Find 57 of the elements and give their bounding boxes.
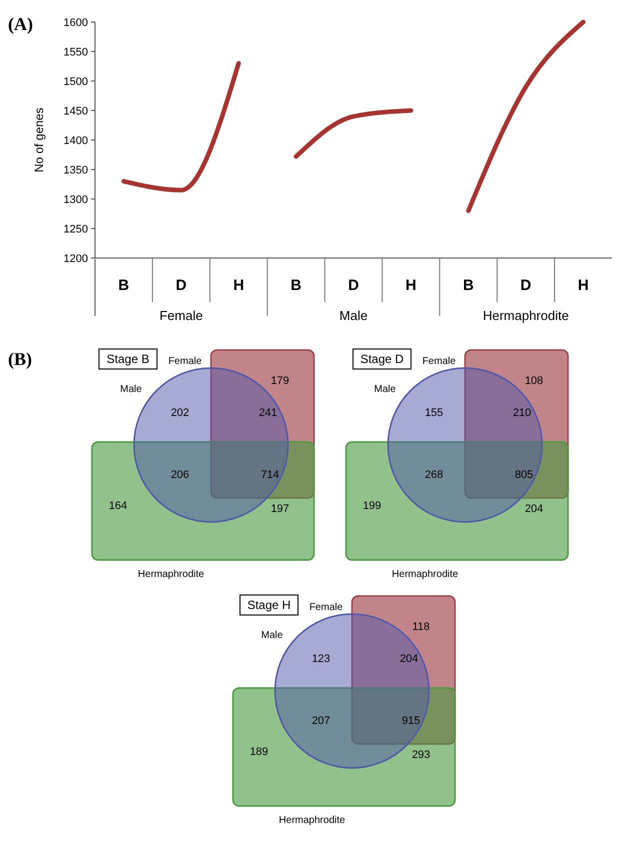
text: 915 (402, 714, 420, 727)
text: Female (309, 602, 344, 613)
text: 293 (412, 748, 430, 761)
text: 108 (524, 374, 544, 387)
x-tick-label: B (118, 277, 130, 294)
text: Stage B (106, 352, 150, 366)
x-tick-label: D (176, 277, 187, 294)
text: 189 (250, 746, 268, 758)
x-tick-label: H (578, 277, 589, 294)
x-tick-label: B (290, 277, 302, 294)
text: Male (374, 384, 396, 395)
text: Female (422, 356, 456, 367)
x-tick-label: D (520, 277, 532, 294)
text: 206 (170, 468, 190, 481)
text: Hermaphrodite (278, 815, 346, 826)
text: 241 (258, 406, 278, 419)
text: 714 (260, 468, 280, 481)
text: 197 (270, 502, 290, 515)
text: 805 (514, 468, 534, 481)
y-tick-label: 1200 (64, 252, 88, 265)
text: 155 (424, 406, 444, 419)
text: 118 (412, 620, 430, 633)
text: Male (120, 384, 142, 395)
y-axis-title: No of genes (32, 108, 46, 172)
text: 204 (524, 502, 544, 515)
text: 199 (362, 500, 382, 512)
text: 204 (400, 652, 418, 665)
text: Male (261, 630, 284, 641)
text: Female (159, 308, 203, 323)
text: 164 (108, 500, 128, 512)
text: 268 (424, 468, 444, 481)
text: Hermaphrodite (392, 569, 459, 580)
x-tick-label: H (233, 277, 244, 294)
text: 179 (270, 374, 290, 387)
y-tick-label: 1550 (64, 46, 88, 58)
text: Male (339, 308, 368, 323)
y-tick-label: 1400 (64, 134, 88, 147)
y-tick-label: 1350 (64, 164, 88, 176)
text: 123 (312, 652, 330, 665)
x-tick-label: B (462, 277, 474, 294)
text: 210 (512, 406, 532, 419)
y-tick-label: 1450 (64, 105, 88, 118)
text: Stage H (247, 598, 291, 612)
text: Hermaphrodite (138, 569, 205, 580)
text: Female (168, 356, 202, 367)
y-tick-label: 1500 (64, 76, 88, 88)
text: 207 (312, 714, 330, 727)
text: (B) (8, 349, 32, 369)
y-tick-label: 1600 (64, 16, 88, 29)
text: (A) (8, 14, 33, 34)
text: Stage D (360, 352, 404, 366)
text: 202 (170, 406, 190, 419)
text: Hermaphrodite (482, 308, 569, 323)
y-tick-label: 1300 (64, 194, 88, 206)
y-tick-label: 1250 (64, 223, 88, 236)
x-tick-label: H (406, 277, 416, 294)
x-tick-label: D (348, 277, 360, 294)
